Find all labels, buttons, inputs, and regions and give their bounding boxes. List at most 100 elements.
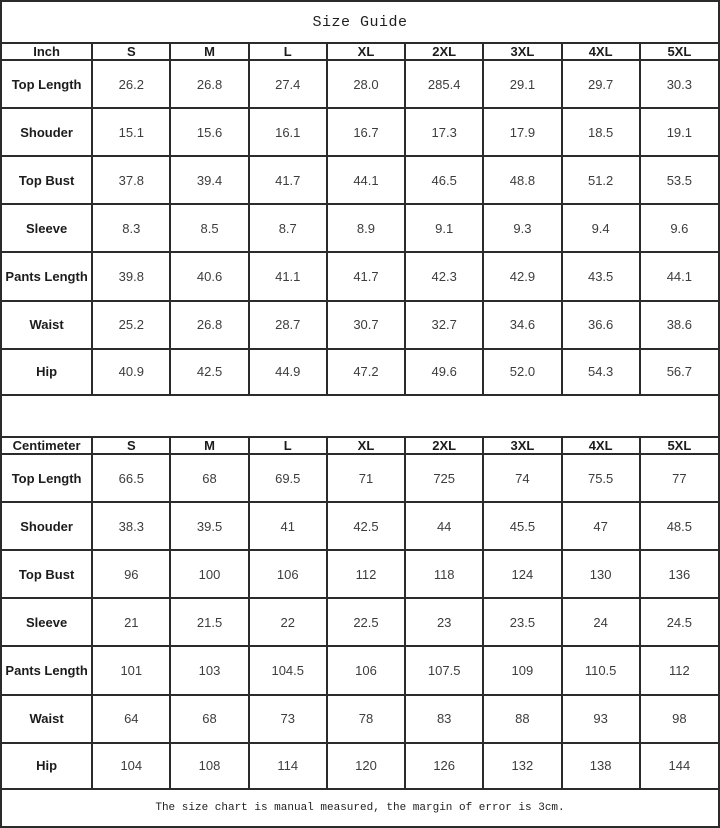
value-cell: 69.5 (247, 452, 328, 504)
value-cell: 29.1 (482, 58, 563, 110)
value-cell: 47 (560, 501, 641, 552)
value-cell: 40.6 (169, 251, 250, 302)
value-cell: 44.1 (325, 155, 407, 206)
value-cell: 42.5 (169, 347, 250, 396)
row-label-cell: Hip (0, 741, 94, 790)
value-cell: 126 (404, 741, 485, 790)
value-cell: 23.5 (482, 597, 563, 648)
value-cell: 39.4 (169, 155, 250, 206)
value-cell: 96 (91, 549, 172, 600)
value-cell: 43.5 (560, 251, 641, 302)
row-label-cell: Top Length (0, 452, 94, 504)
value-cell: 120 (325, 741, 407, 790)
value-cell: 77 (638, 452, 720, 504)
value-cell: 27.4 (247, 58, 328, 110)
value-cell: 36.6 (560, 299, 641, 350)
value-cell: 114 (247, 741, 328, 790)
value-cell: 38.3 (91, 501, 172, 552)
value-cell: 66.5 (91, 452, 172, 504)
table-row: Top Length 66.5 68 69.5 71 725 74 75.5 7… (0, 452, 720, 504)
size-header-cell: M (169, 43, 250, 61)
value-cell: 8.9 (325, 203, 407, 254)
table-row: Sleeve 21 21.5 22 22.5 23 23.5 24 24.5 (0, 597, 720, 648)
row-label-cell: Top Bust (0, 549, 94, 600)
table-row: Waist 25.2 26.8 28.7 30.7 32.7 34.6 36.6… (0, 299, 720, 350)
value-cell: 23 (404, 597, 485, 648)
size-header-cell: XL (325, 43, 407, 61)
row-label-cell: Shouder (0, 501, 94, 552)
value-cell: 124 (482, 549, 563, 600)
value-cell: 64 (91, 693, 172, 744)
table-spacer (2, 394, 718, 438)
value-cell: 8.3 (91, 203, 172, 254)
value-cell: 107.5 (404, 645, 485, 696)
value-cell: 26.2 (91, 58, 172, 110)
row-label-cell: Top Length (0, 58, 94, 110)
size-header-cell: 3XL (482, 437, 563, 455)
value-cell: 112 (325, 549, 407, 600)
value-cell: 74 (482, 452, 563, 504)
value-cell: 75.5 (560, 452, 641, 504)
value-cell: 78 (325, 693, 407, 744)
value-cell: 41.7 (247, 155, 328, 206)
value-cell: 53.5 (638, 155, 720, 206)
value-cell: 130 (560, 549, 641, 600)
value-cell: 32.7 (404, 299, 485, 350)
table-row: Sleeve 8.3 8.5 8.7 8.9 9.1 9.3 9.4 9.6 (0, 203, 720, 254)
value-cell: 40.9 (91, 347, 172, 396)
value-cell: 19.1 (638, 107, 720, 158)
row-label-cell: Hip (0, 347, 94, 396)
value-cell: 285.4 (404, 58, 485, 110)
value-cell: 45.5 (482, 501, 563, 552)
value-cell: 42.3 (404, 251, 485, 302)
value-cell: 106 (247, 549, 328, 600)
value-cell: 25.2 (91, 299, 172, 350)
row-label-cell: Sleeve (0, 203, 94, 254)
row-label-cell: Waist (0, 299, 94, 350)
table-row: Top Bust 37.8 39.4 41.7 44.1 46.5 48.8 5… (0, 155, 720, 206)
size-table-centimeter: Centimeter S M L XL 2XL 3XL 4XL 5XL Top … (0, 437, 720, 790)
value-cell: 88 (482, 693, 563, 744)
table-row: Hip 104 108 114 120 126 132 138 144 (0, 741, 720, 790)
value-cell: 132 (482, 741, 563, 790)
row-label-cell: Waist (0, 693, 94, 744)
value-cell: 112 (638, 645, 720, 696)
value-cell: 30.3 (638, 58, 720, 110)
value-cell: 24 (560, 597, 641, 648)
value-cell: 41.7 (325, 251, 407, 302)
value-cell: 56.7 (638, 347, 720, 396)
size-header-cell: XL (325, 437, 407, 455)
size-header-cell: 2XL (404, 437, 485, 455)
value-cell: 138 (560, 741, 641, 790)
value-cell: 9.4 (560, 203, 641, 254)
table-header-row: Inch S M L XL 2XL 3XL 4XL 5XL (0, 43, 720, 61)
value-cell: 101 (91, 645, 172, 696)
value-cell: 47.2 (325, 347, 407, 396)
value-cell: 9.3 (482, 203, 563, 254)
value-cell: 109 (482, 645, 563, 696)
value-cell: 28.0 (325, 58, 407, 110)
value-cell: 8.7 (247, 203, 328, 254)
value-cell: 16.7 (325, 107, 407, 158)
size-header-cell: M (169, 437, 250, 455)
value-cell: 22 (247, 597, 328, 648)
row-label-cell: Top Bust (0, 155, 94, 206)
value-cell: 48.5 (638, 501, 720, 552)
row-label-cell: Pants Length (0, 251, 94, 302)
value-cell: 51.2 (560, 155, 641, 206)
value-cell: 41.1 (247, 251, 328, 302)
table-row: Hip 40.9 42.5 44.9 47.2 49.6 52.0 54.3 5… (0, 347, 720, 396)
value-cell: 34.6 (482, 299, 563, 350)
value-cell: 9.1 (404, 203, 485, 254)
value-cell: 18.5 (560, 107, 641, 158)
value-cell: 71 (325, 452, 407, 504)
size-header-cell: L (247, 43, 328, 61)
size-header-cell: 4XL (560, 43, 641, 61)
value-cell: 103 (169, 645, 250, 696)
table-row: Shouder 15.1 15.6 16.1 16.7 17.3 17.9 18… (0, 107, 720, 158)
value-cell: 21.5 (169, 597, 250, 648)
value-cell: 144 (638, 741, 720, 790)
value-cell: 44 (404, 501, 485, 552)
value-cell: 39.8 (91, 251, 172, 302)
